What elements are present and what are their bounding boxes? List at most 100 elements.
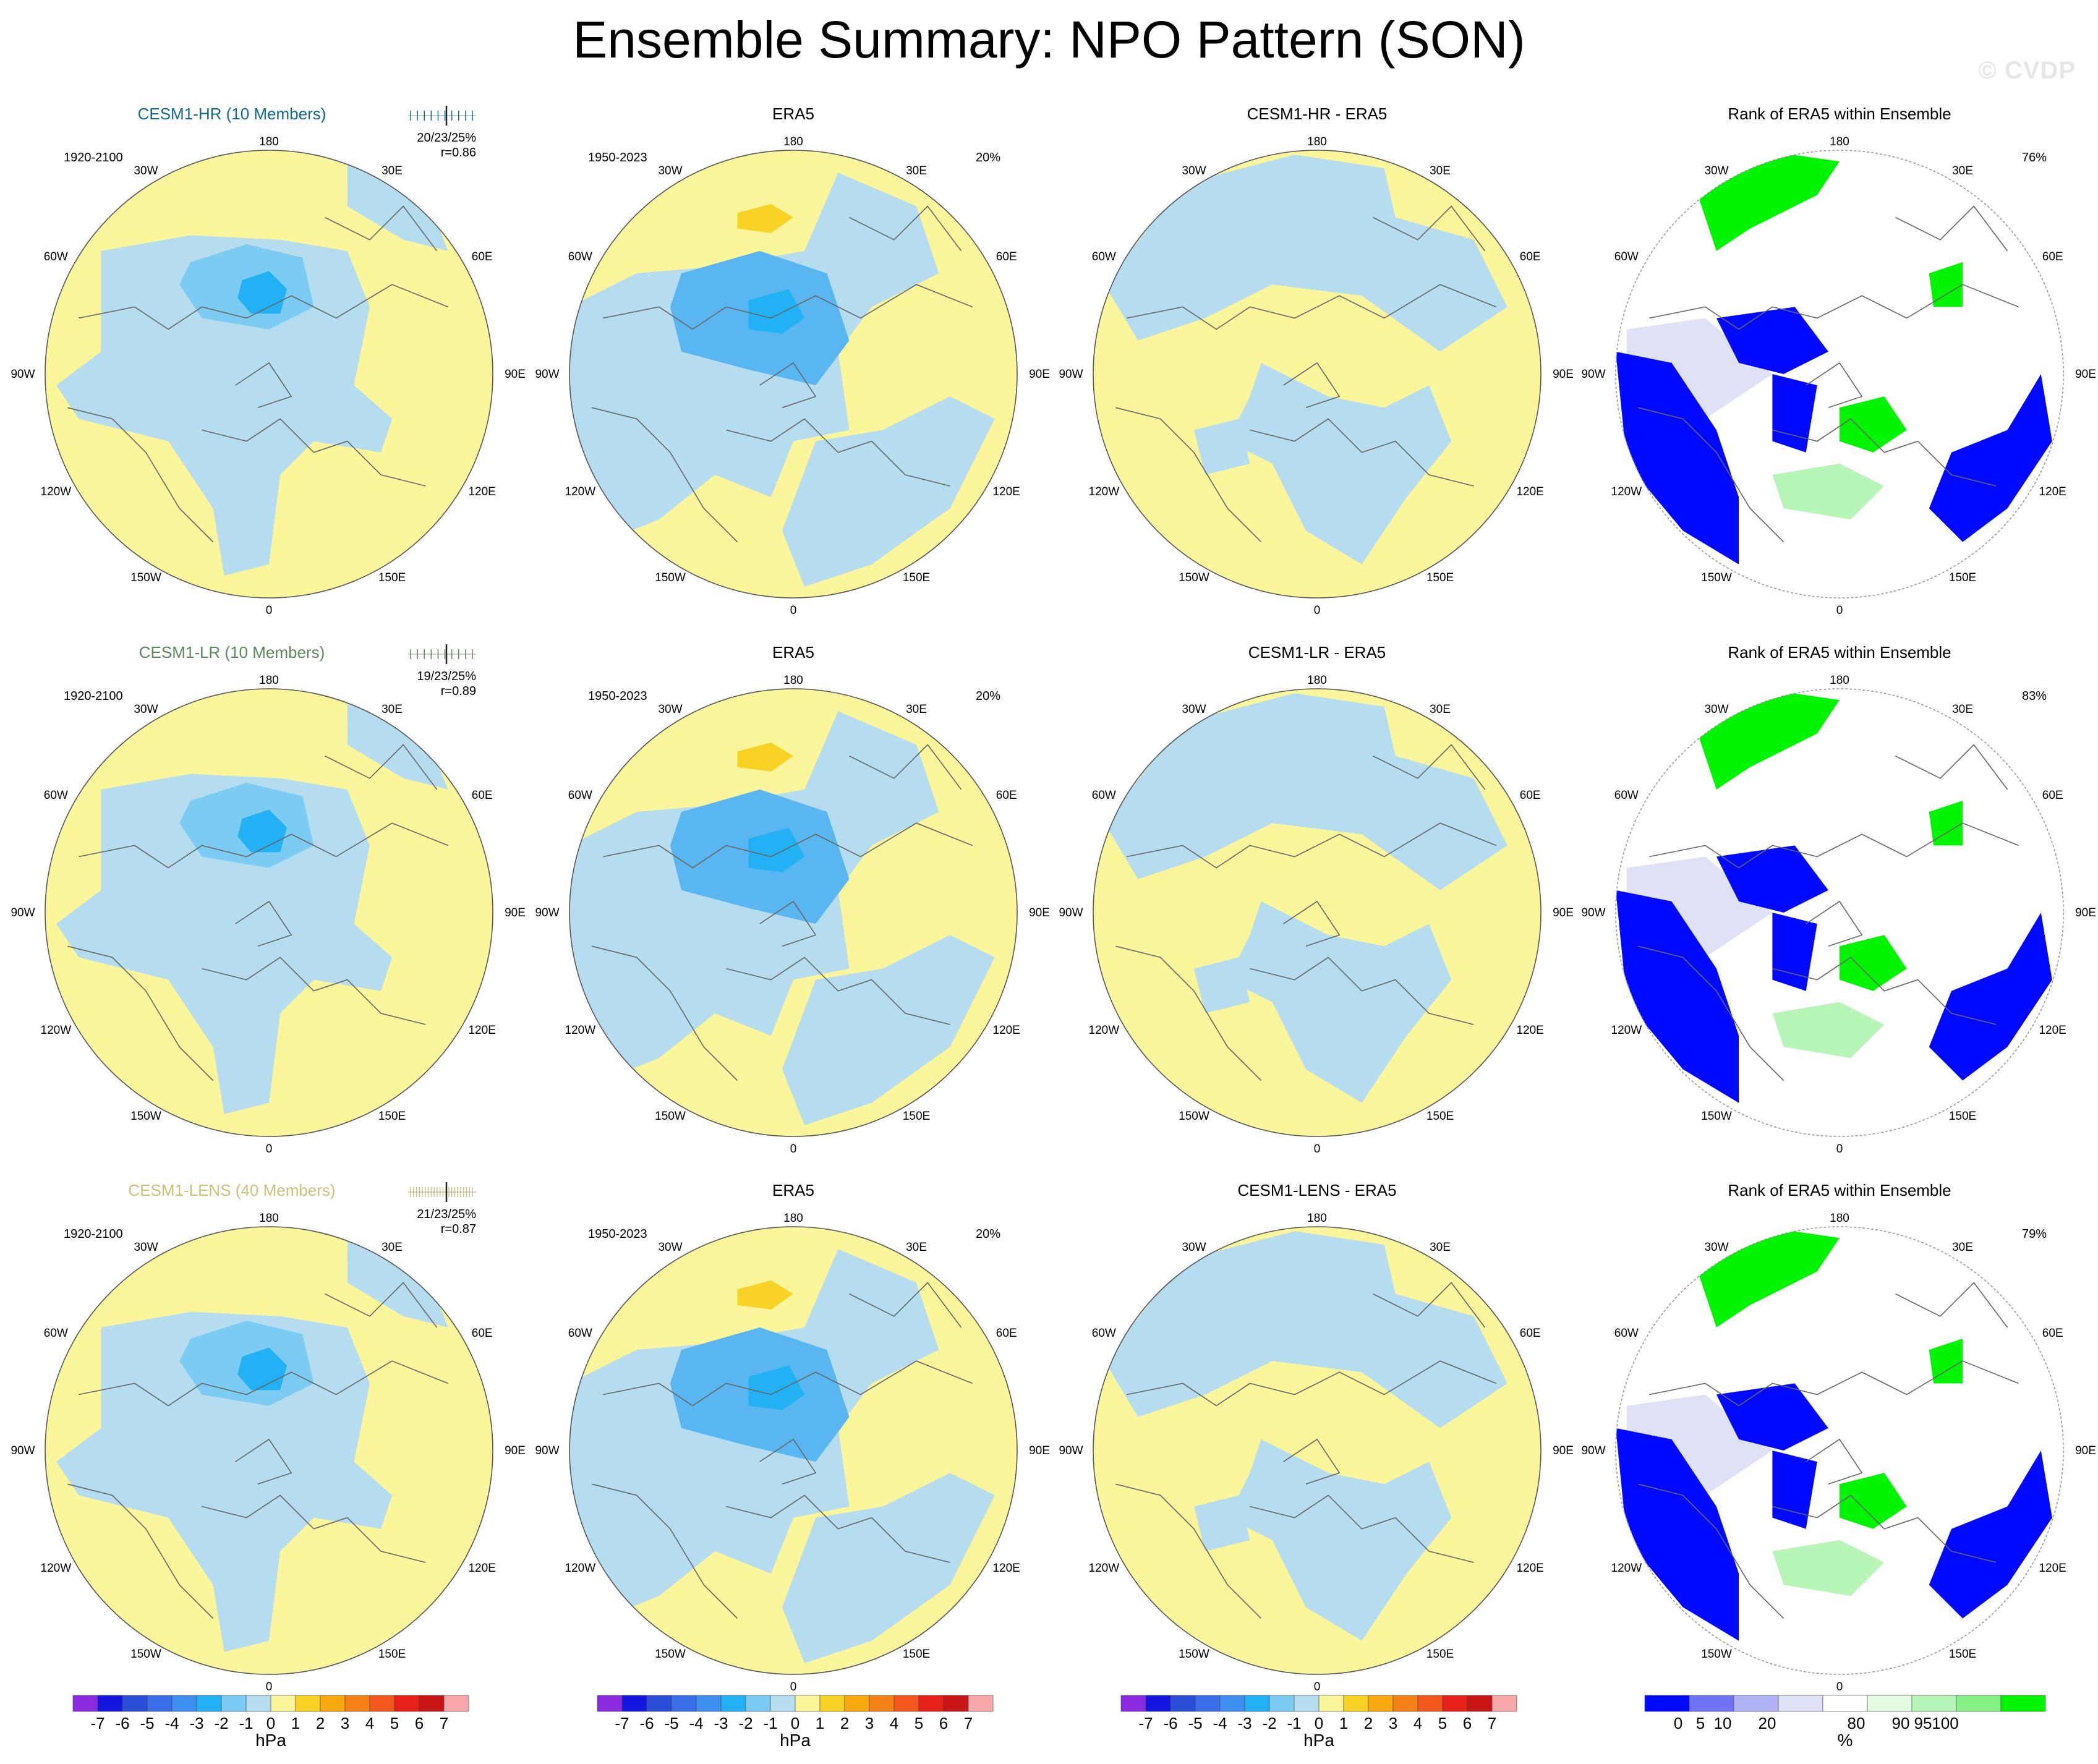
lon-label: 60E <box>2042 789 2063 802</box>
lon-label: 120W <box>1089 1024 1120 1037</box>
field-contour <box>748 1365 805 1410</box>
coastline <box>759 900 817 947</box>
lon-label: 90W <box>11 906 35 919</box>
lon-label: 120E <box>468 1024 495 1037</box>
lon-label: 0 <box>790 1681 797 1694</box>
lon-label: 120E <box>2039 1562 2066 1575</box>
lon-label: 90E <box>1029 368 1050 381</box>
lon-label: 0 <box>1314 604 1321 617</box>
lon-label: 120W <box>41 485 72 498</box>
lon-label: 30W <box>658 164 682 177</box>
map-panel-rank: 180 0 150W 150E 120W 120E 90W 90E 60W 60E 30W 30E Ra… <box>1581 1181 2096 1694</box>
field-contour <box>1193 1495 1250 1551</box>
colorbar-swatch <box>147 1695 173 1712</box>
lon-label: 0 <box>790 604 797 617</box>
coastline <box>849 744 962 790</box>
colorbar-swatch <box>621 1695 647 1712</box>
panel-title: Rank of ERA5 within Ensemble <box>1728 1181 1951 1199</box>
lon-label: 180 <box>259 135 279 148</box>
lon-label: 150W <box>1179 1110 1209 1123</box>
map-panel-era5: 180 0 150W 150E 120W 120E 90W 90E 60W 60E 30W 30E ER… <box>535 643 1049 1156</box>
map-border <box>1615 688 2064 1137</box>
colorbar-tick-label: -5 <box>1188 1714 1202 1732</box>
field-contour <box>1929 374 2052 542</box>
lon-label: 90E <box>1029 906 1050 919</box>
colorbar-tick-label: 3 <box>341 1714 349 1732</box>
map-border <box>45 150 493 599</box>
field-contour <box>1929 801 1963 846</box>
lon-label: 150W <box>1179 571 1209 584</box>
lon-label: 150W <box>130 1648 161 1661</box>
map-panel-model: 180 0 150W 150E 120W 120E 90W 90E 60W 60E 30W 30E CE… <box>11 1181 525 1694</box>
colorbar-swatch <box>720 1695 746 1712</box>
lon-label: 150E <box>903 571 930 584</box>
field-contour <box>1840 396 1907 453</box>
field-contour <box>1772 1002 1885 1059</box>
lon-label: 60E <box>1520 250 1541 263</box>
lon-label: 60E <box>996 250 1017 263</box>
field-contour <box>1716 307 1828 374</box>
coastline <box>1806 1438 1863 1485</box>
lon-label: 90E <box>2075 906 2096 919</box>
panel-title: CESM1-LR (10 Members) <box>139 643 325 662</box>
coastline <box>1250 957 1474 1025</box>
colorbar-swatch <box>320 1695 346 1712</box>
field-contour <box>748 827 805 872</box>
lon-label: 0 <box>790 1143 797 1156</box>
colorbar-tick-label: 7 <box>440 1714 448 1732</box>
lon-label: 30E <box>906 1241 927 1254</box>
coastline <box>235 900 292 947</box>
lon-label: 30W <box>134 164 158 177</box>
lon-label: 30E <box>382 703 403 716</box>
map-panel-era5: 180 0 150W 150E 120W 120E 90W 90E 60W 60E 30W 30E ER… <box>535 1181 1049 1694</box>
coastline <box>1649 822 2019 869</box>
colorbar-swatch <box>1120 1695 1146 1712</box>
colorbar-tick-label: -2 <box>1262 1714 1276 1732</box>
lon-label: 180 <box>783 1212 803 1225</box>
lon-label: 0 <box>266 1143 273 1156</box>
colorbar-swatch <box>1644 1695 1690 1712</box>
rank-tick-strip <box>408 1182 476 1202</box>
field-contour <box>56 773 393 1114</box>
correlation-text: r=0.89 <box>441 684 476 698</box>
colorbar-swatch <box>968 1695 994 1712</box>
colorbar-swatch <box>1778 1695 1823 1712</box>
colorbar-swatch <box>844 1695 870 1712</box>
field-contour <box>56 1311 393 1652</box>
colorbar-swatch <box>369 1695 395 1712</box>
lon-label: 60W <box>1614 250 1639 263</box>
colorbar-swatch <box>443 1695 469 1712</box>
lon-label: 30W <box>1182 1241 1206 1254</box>
lon-label: 150E <box>903 1110 930 1123</box>
colorbar-swatch <box>918 1695 944 1712</box>
field-contour <box>1227 901 1452 1103</box>
coastline <box>1115 1483 1262 1619</box>
lon-label: 0 <box>1836 1681 1843 1694</box>
lon-label: 120E <box>1516 1562 1543 1575</box>
colorbar-swatch <box>1491 1695 1517 1712</box>
colorbar-swatch <box>1219 1695 1245 1712</box>
map-border <box>1615 1226 2064 1675</box>
lon-label: 0 <box>266 604 273 617</box>
field-contour <box>1772 1540 1885 1596</box>
colorbar-swatch <box>2000 1695 2046 1712</box>
coastline <box>1283 900 1341 947</box>
colorbar-tick-label: -3 <box>1237 1714 1252 1732</box>
lon-label: 60E <box>996 789 1017 802</box>
colorbar-swatch <box>646 1695 672 1712</box>
coastline <box>1806 900 1863 947</box>
lon-label: 30E <box>1952 164 1973 177</box>
lon-label: 30E <box>906 703 927 716</box>
lon-label: 0 <box>1836 604 1843 617</box>
field-contour <box>737 203 793 233</box>
lon-label: 150E <box>1426 1110 1454 1123</box>
lon-label: 90E <box>1553 368 1574 381</box>
colorbar-tick-label: 3 <box>1389 1714 1397 1732</box>
coastline <box>603 1360 973 1407</box>
colorbar-tick-label: -2 <box>738 1714 753 1732</box>
correlation-text: r=0.87 <box>441 1222 476 1236</box>
lon-label: 30W <box>1182 703 1206 716</box>
coastline <box>1283 362 1341 409</box>
rank-text: 21/23/25% <box>417 1208 476 1221</box>
lon-label: 60E <box>472 789 493 802</box>
